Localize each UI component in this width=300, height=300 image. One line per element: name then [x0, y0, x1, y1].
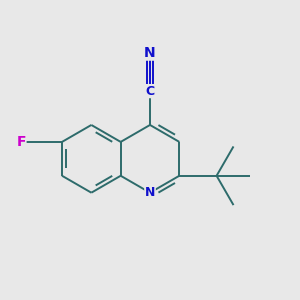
Text: C: C	[146, 85, 154, 98]
Text: N: N	[144, 46, 156, 60]
Text: F: F	[16, 135, 26, 149]
Text: N: N	[145, 186, 155, 199]
